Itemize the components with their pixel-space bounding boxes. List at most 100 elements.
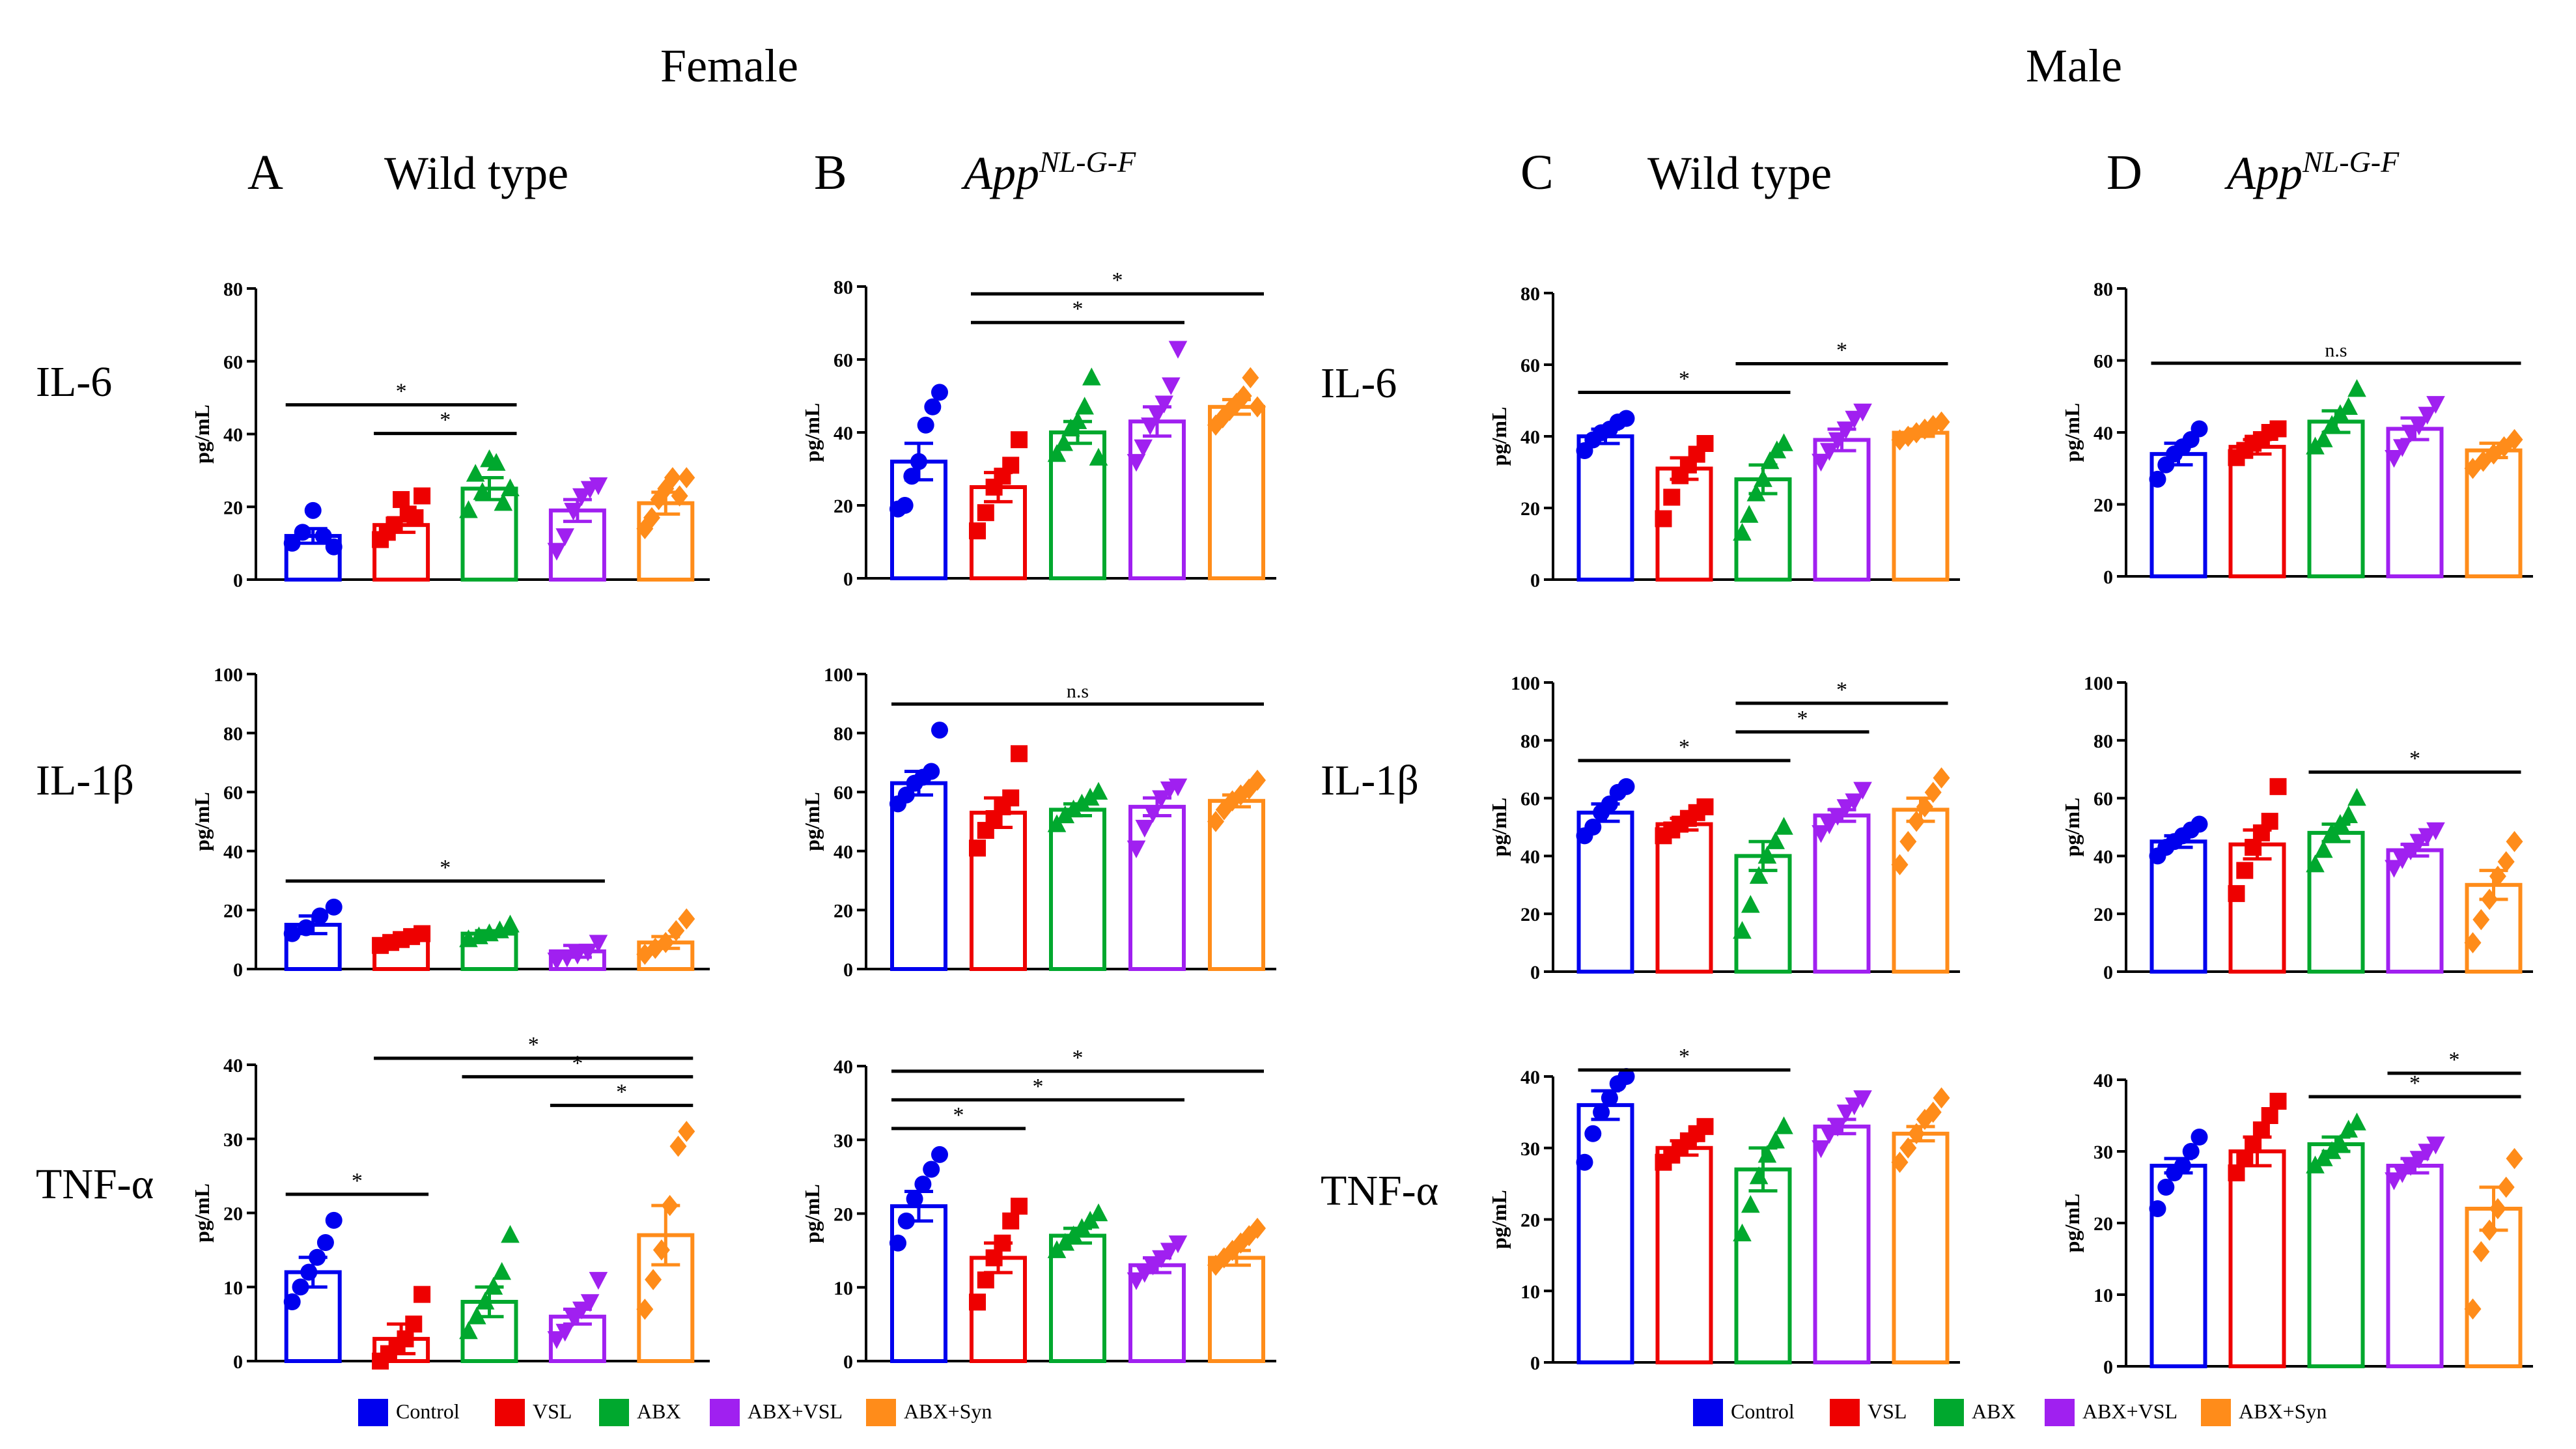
y-tick-label: 0 [233,1351,243,1373]
data-point [2314,429,2333,447]
y-tick-label: 40 [833,841,853,863]
data-point [1820,443,1839,461]
data-point [572,488,591,507]
significance-label: * [352,1169,363,1193]
data-point [2472,908,2490,931]
data-point [2252,1121,2270,1138]
data-point [657,931,675,953]
y-axis-label: pg/mL [2060,798,2084,857]
data-point [315,527,332,544]
data-point [304,501,322,519]
panel-letter: D [2107,145,2142,200]
sex-header: Male [2026,40,2122,92]
chart-panel-B-TNF-α: 0 10 20 30 40 pg/mL * * * [800,1046,1276,1373]
data-point [1741,895,1760,913]
data-point [1143,1258,1162,1276]
y-tick-label: 80 [223,279,243,300]
data-point [2497,1176,2515,1198]
y-tick-label: 60 [1520,789,1540,810]
legend-swatch-Control [358,1399,388,1426]
data-point [547,542,567,561]
legend-label: ABX [637,1400,681,1423]
row-label: IL-1β [1321,757,1419,804]
bar-VSL [2228,445,2286,578]
y-axis-label: pg/mL [2060,1194,2084,1253]
significance-label: * [1072,1046,1084,1070]
chart-panel-A-IL-6: 0 20 40 60 80 pg/mL * * [190,279,710,591]
data-point [1011,745,1028,763]
data-point [2385,860,2403,878]
data-point [1047,444,1067,462]
y-tick-label: 80 [833,724,853,745]
chart-panel-C-IL-1β: 0 20 40 60 80 100 pg/mL * * * [1487,673,1960,983]
y-tick-label: 100 [824,664,853,686]
significance-label: * [616,1080,627,1104]
bar-ABX+Syn [1892,430,1950,582]
y-tick-label: 60 [2093,351,2113,373]
data-point [667,920,685,942]
y-tick-label: 30 [223,1129,243,1151]
significance-label: * [440,408,451,432]
data-point [1749,1166,1769,1185]
data-point [325,1211,343,1229]
data-point [1733,522,1752,541]
data-point [1774,433,1793,451]
data-point [1155,395,1173,414]
data-point [1135,819,1155,838]
data-point [671,485,688,507]
y-tick-label: 40 [833,1056,853,1078]
y-tick-label: 60 [223,352,243,373]
data-point [652,1239,670,1261]
data-point [1655,510,1672,528]
data-point [300,1263,318,1281]
y-axis-label: pg/mL [800,1184,824,1243]
data-point [1162,377,1181,395]
data-point [1908,810,1925,832]
data-point [923,1161,940,1178]
data-point [492,1261,511,1280]
data-point [977,504,994,522]
y-tick-label: 0 [233,959,243,981]
significance-label: * [2449,1048,2460,1072]
legend: Control VSL ABX ABX+VSL ABX+Syn [1693,1399,2327,1426]
data-point [1853,1090,1872,1108]
data-point [494,493,513,511]
data-point [1845,1097,1864,1116]
y-tick-label: 100 [2084,673,2113,694]
data-point [1891,854,1909,875]
data-point [2269,1093,2287,1110]
panel-letter: C [1520,145,1554,200]
data-point [931,722,948,739]
legend-label: ABX+VSL [748,1400,843,1423]
data-point [2401,425,2420,443]
data-point [1152,1250,1171,1269]
y-tick-label: 40 [2093,846,2113,867]
data-point [1663,488,1681,506]
data-point [1828,432,1847,451]
data-point [664,467,681,488]
data-point [1891,1151,1909,1173]
data-point [2306,854,2325,873]
y-tick-label: 0 [2103,962,2113,983]
bar-ABX [1734,1167,1792,1365]
column-title: AppNL-G-F [2224,145,2400,199]
data-point [2182,1143,2200,1160]
data-point [1127,1272,1146,1291]
data-point [2269,778,2287,795]
row-label: IL-6 [36,358,112,406]
data-point [2409,417,2429,436]
data-point [1754,469,1772,487]
data-point [1064,799,1083,818]
data-point [924,398,942,415]
data-point [2481,1219,2499,1241]
data-point [413,925,431,942]
chart-panel-A-TNF-α: 0 10 20 30 40 pg/mL * * * * [190,1033,710,1373]
data-point [1601,1089,1618,1106]
y-axis-label: pg/mL [1487,798,1511,857]
data-point [393,491,410,509]
data-point [1733,921,1752,939]
data-point [643,507,660,529]
data-point [2506,830,2523,852]
data-point [2191,420,2208,438]
data-point [1836,1104,1856,1123]
